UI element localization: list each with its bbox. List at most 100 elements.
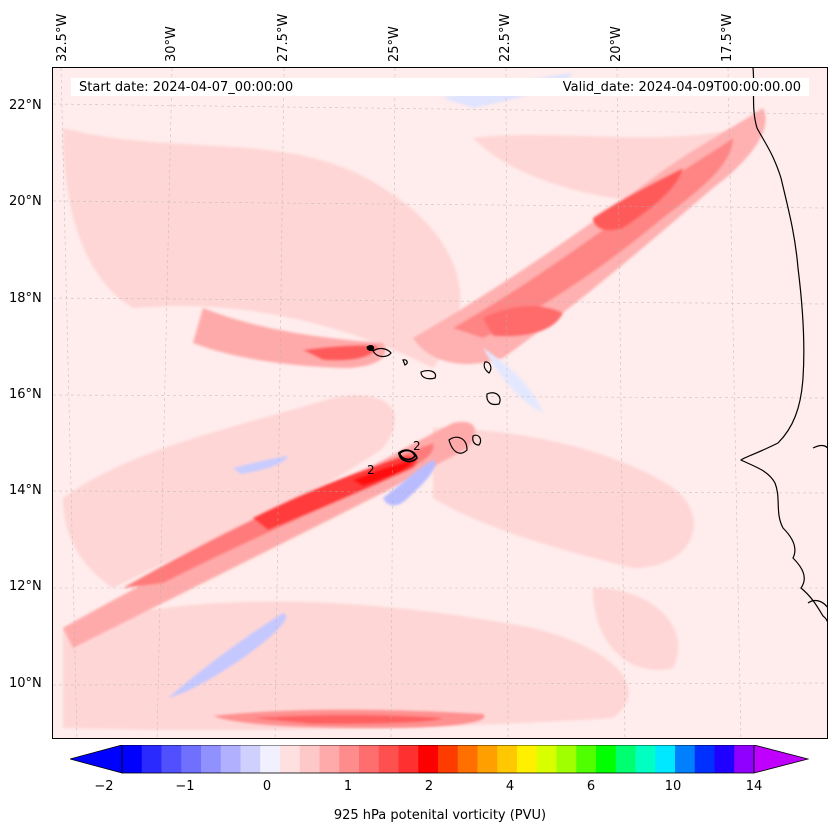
pv-light-patch bbox=[63, 128, 461, 368]
colorbar-cell bbox=[181, 745, 202, 773]
coastline-detail bbox=[807, 599, 827, 608]
colorbar-cell bbox=[457, 745, 478, 773]
pv-light-patch bbox=[63, 601, 629, 730]
lat-label-12N: 12°N bbox=[9, 579, 42, 594]
pv-negative-streak bbox=[233, 456, 288, 474]
colorbar-cell bbox=[734, 745, 755, 773]
colorbar bbox=[70, 745, 810, 774]
pv-negative-streak bbox=[383, 460, 436, 506]
lat-label-16N: 16°N bbox=[9, 387, 42, 402]
graticule bbox=[53, 68, 827, 738]
lat-label-18N: 18°N bbox=[9, 291, 42, 306]
lon-label-32.5W: 32.5°W bbox=[55, 13, 70, 62]
lon-label-20W: 20°W bbox=[609, 26, 624, 62]
colorbar-cell bbox=[240, 745, 261, 773]
colorbar-cell bbox=[675, 745, 696, 773]
colorbar-cell bbox=[359, 745, 380, 773]
colorbar-cell bbox=[477, 745, 498, 773]
colorbar-tick-label: 14 bbox=[745, 779, 763, 794]
pv-sw-band-deep bbox=[353, 460, 413, 486]
lon-label-27.5W: 27.5°W bbox=[276, 13, 291, 62]
valid-date: Valid_date: 2024-04-09T00:00:00.00 bbox=[562, 79, 801, 95]
colorbar-cell bbox=[714, 745, 735, 773]
graticule-meridian bbox=[274, 68, 285, 738]
colorbar-cell bbox=[378, 745, 399, 773]
colorbar-cell bbox=[497, 745, 518, 773]
colorbar-tick-label: 2 bbox=[424, 779, 434, 794]
colorbar-cell bbox=[398, 745, 419, 773]
colorbar-over-arrow bbox=[753, 745, 810, 774]
colorbar-tick-label: 4 bbox=[505, 779, 515, 794]
colorbar-cell bbox=[517, 745, 538, 773]
colorbar-cell bbox=[161, 745, 182, 773]
date-info-box: Start date: 2024-04-07_00:00:00 Valid_da… bbox=[71, 78, 809, 96]
colorbar-cell bbox=[260, 745, 281, 773]
colorbar-label: 925 hPa potenital vorticity (PVU) bbox=[333, 808, 547, 823]
lat-label-14N: 14°N bbox=[9, 483, 42, 498]
graticule-meridian bbox=[60, 68, 78, 738]
pv-west-band-core bbox=[303, 345, 378, 361]
contour-label: 2 bbox=[367, 463, 375, 477]
colorbar-cell bbox=[339, 745, 360, 773]
colorbar-cell bbox=[319, 745, 340, 773]
colorbar-under-arrow bbox=[70, 745, 123, 774]
lon-label-30W: 30°W bbox=[164, 26, 179, 62]
island bbox=[472, 434, 482, 446]
lat-label-10N: 10°N bbox=[9, 676, 42, 691]
vorticity-field: 2 2 bbox=[53, 68, 827, 738]
pv-negative-streak bbox=[168, 613, 287, 698]
colorbar-tick-label: 0 bbox=[262, 779, 272, 794]
island bbox=[483, 361, 492, 374]
map-panel: 2 2 Start date: 2024-04-07_00:00:00 Vali… bbox=[52, 67, 828, 739]
african-coastline bbox=[739, 68, 827, 623]
pv-2-contour bbox=[366, 345, 417, 461]
colorbar-cell bbox=[635, 745, 656, 773]
colorbar-tick-label: 1 bbox=[343, 779, 353, 794]
graticule-meridian bbox=[390, 68, 396, 738]
colorbar-cell bbox=[220, 745, 241, 773]
lon-label-17.5W: 17.5°W bbox=[720, 13, 735, 62]
colorbar-tick-label: −2 bbox=[94, 779, 114, 794]
contour-patch bbox=[366, 345, 374, 351]
pv-ne-band-core bbox=[483, 306, 563, 337]
lat-label-20N: 20°N bbox=[9, 194, 42, 209]
colorbar-cell bbox=[122, 745, 143, 773]
graticule-meridian bbox=[727, 68, 742, 738]
lon-label-25W: 25°W bbox=[387, 26, 402, 62]
coastline-detail bbox=[812, 444, 827, 449]
colorbar-cell bbox=[201, 745, 222, 773]
pv-light-patch bbox=[433, 428, 694, 568]
colorbar-tick-label: −1 bbox=[175, 779, 195, 794]
colorbar-cell bbox=[596, 745, 617, 773]
pv-south-band-core bbox=[253, 715, 443, 724]
colorbar-cell bbox=[438, 745, 459, 773]
graticule-meridian bbox=[505, 68, 509, 738]
colorbar-cell bbox=[418, 745, 439, 773]
graticule-meridian bbox=[616, 68, 626, 738]
island bbox=[420, 370, 437, 380]
contour-patch bbox=[397, 449, 417, 461]
colorbar-cell bbox=[141, 745, 162, 773]
colorbar-outline bbox=[121, 745, 755, 774]
colorbar-cell bbox=[655, 745, 676, 773]
colorbar-cell bbox=[536, 745, 557, 773]
island bbox=[448, 436, 468, 454]
colorbar-cell bbox=[299, 745, 320, 773]
island bbox=[402, 359, 408, 366]
island bbox=[372, 347, 392, 358]
lat-label-22N: 22°N bbox=[9, 98, 42, 113]
colorbar-cell bbox=[576, 745, 597, 773]
pv-ne-band-core bbox=[593, 168, 683, 231]
contour-label: 2 bbox=[413, 439, 421, 453]
colorbar-cell bbox=[280, 745, 301, 773]
start-date: Start date: 2024-04-07_00:00:00 bbox=[79, 79, 294, 95]
lon-label-22.5W: 22.5°W bbox=[498, 13, 513, 62]
pv-light-patch bbox=[593, 588, 679, 670]
colorbar-tick-label: 10 bbox=[664, 779, 682, 794]
colorbar-cell bbox=[556, 745, 577, 773]
colorbar-cell bbox=[694, 745, 715, 773]
colorbar-tick-label: 6 bbox=[586, 779, 596, 794]
island bbox=[486, 392, 501, 406]
colorbar-cell bbox=[615, 745, 636, 773]
graticule-meridian bbox=[156, 68, 173, 738]
